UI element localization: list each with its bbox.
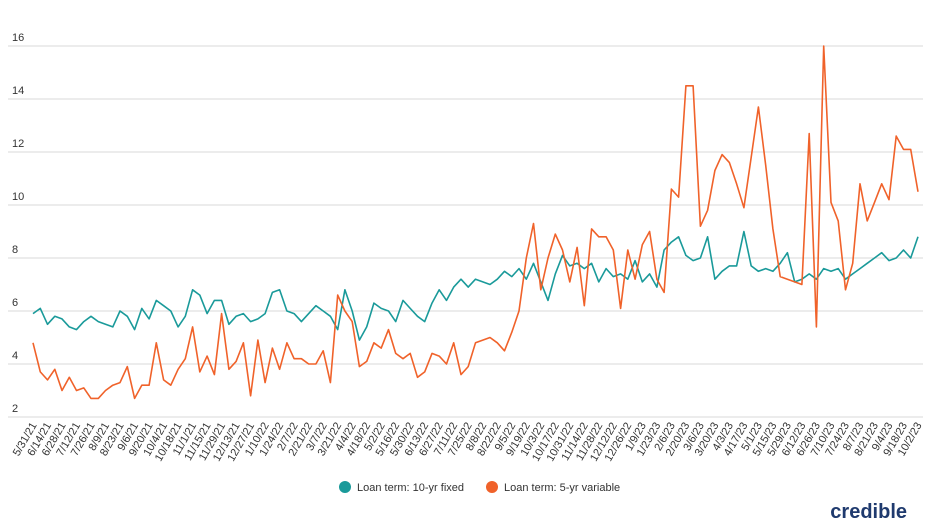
- legend-marker: [339, 481, 351, 493]
- y-tick-label: 6: [12, 297, 18, 309]
- y-tick-label: 4: [12, 350, 18, 362]
- legend-label: Loan term: 10-yr fixed: [357, 482, 464, 494]
- y-tick-label: 12: [12, 138, 24, 150]
- series-line: [32, 230, 919, 341]
- legend-marker: [486, 481, 498, 493]
- y-tick-label: 10: [12, 191, 24, 203]
- y-tick-label: 16: [12, 32, 24, 44]
- legend-label: Loan term: 5-yr variable: [504, 482, 620, 494]
- y-tick-label: 2: [12, 403, 18, 415]
- y-tick-label: 8: [12, 244, 18, 256]
- logo: credible: [830, 501, 907, 523]
- y-tick-label: 14: [12, 85, 24, 97]
- series-line: [32, 45, 919, 400]
